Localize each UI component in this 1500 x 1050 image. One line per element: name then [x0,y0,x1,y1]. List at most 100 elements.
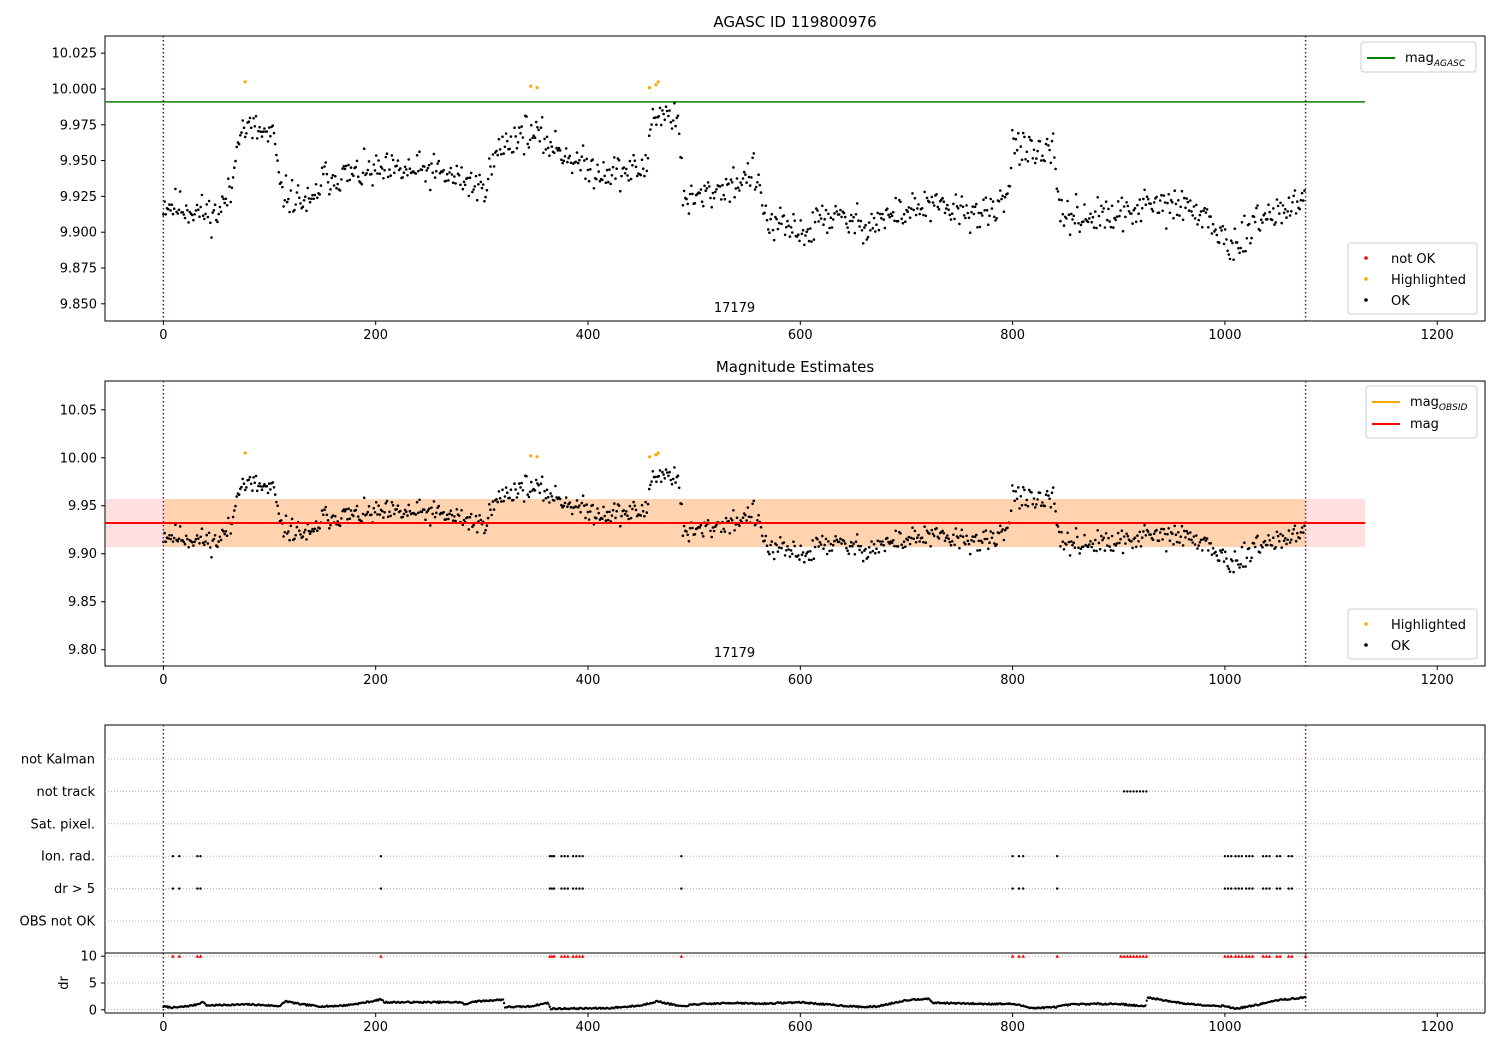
ok-point [842,539,846,543]
dr-clipped-marker [559,954,564,958]
ok-point [275,500,278,504]
ok-point [702,204,705,208]
ok-point [818,540,822,544]
ok-point [631,507,634,511]
ok-point [948,213,952,217]
ok-point [304,195,307,198]
ok-point [216,545,219,549]
ok-point [993,215,996,219]
ok-point [797,554,800,557]
ok-point [645,169,649,173]
ok-point [735,516,739,520]
ok-point [290,517,294,521]
ok-point [728,532,732,535]
ok-point [732,166,735,169]
y-tick-label: 5 [89,977,97,992]
ok-point [1149,202,1152,205]
flag-marker [1275,855,1279,858]
ok-point [1187,209,1191,212]
ok-point [714,190,717,194]
ok-point [1172,216,1175,220]
ok-point [655,123,658,126]
ok-point [354,165,358,169]
ok-point [688,526,692,530]
ok-point [967,216,971,220]
ok-point [961,205,965,209]
ok-point [653,116,657,119]
ok-point [887,213,890,217]
flag-marker [1237,855,1240,858]
ok-point [729,178,733,181]
highlighted-point [654,83,658,87]
ok-point [1174,533,1178,536]
ok-point [1150,207,1154,211]
ok-point [987,223,990,226]
ok-point [1025,150,1029,154]
ok-point [512,498,515,502]
ok-point [597,170,600,173]
ok-point [318,527,322,530]
ok-point [247,478,251,482]
ok-point [299,533,302,536]
ok-point [1039,504,1043,508]
ok-point [290,178,294,182]
ok-point [1282,211,1286,215]
dr-point [548,1005,551,1008]
ok-point [685,530,688,533]
ok-point [569,505,573,509]
ok-point [1186,532,1190,535]
ok-point [1008,185,1012,188]
ok-point [881,212,884,216]
ok-point [318,193,322,196]
ok-point [734,187,738,190]
ok-point [1106,218,1109,222]
ok-point [474,174,478,178]
ok-point [474,514,478,518]
ok-point [1089,540,1092,543]
ok-point [973,205,977,209]
flag-row-label: Ion. rad. [41,850,95,865]
ok-point [331,514,335,517]
ok-point [544,148,548,151]
ok-point [923,525,926,528]
ok-point [1281,534,1285,537]
ok-point [285,200,289,204]
ok-point [628,159,632,163]
ok-point [682,524,686,528]
ok-point [988,214,991,218]
ok-point [892,210,895,214]
ok-point [1137,540,1140,543]
ok-point [686,533,689,537]
ok-point [985,537,989,541]
x-tick-label: 200 [363,1020,388,1035]
ok-point [1238,566,1241,569]
ok-point [1237,247,1240,250]
ok-point [806,228,810,231]
ok-point [329,523,332,527]
ok-point [1118,541,1121,545]
ok-point [322,513,325,517]
ok-point [1219,549,1222,552]
flag-marker [1011,887,1014,890]
ok-point [922,540,925,544]
flag-marker [1022,887,1025,890]
ok-point [1124,542,1127,545]
ok-point [390,501,394,504]
ok-point [581,144,585,147]
ok-point [377,159,380,162]
dr-clipped-marker [566,954,570,958]
ok-point [1227,253,1231,256]
dr-clipped-marker [552,954,556,958]
flag-marker [1126,790,1129,793]
flag-marker [1248,887,1251,890]
ok-point [1114,544,1117,547]
ok-point [234,504,237,508]
dr-clipped-marker [1122,954,1126,958]
ok-point [501,488,504,492]
ok-point [1215,233,1219,237]
ok-point [450,513,454,517]
ok-point [1060,530,1063,534]
ok-point [1047,494,1050,497]
ok-point [799,544,802,548]
ok-point [460,166,463,169]
